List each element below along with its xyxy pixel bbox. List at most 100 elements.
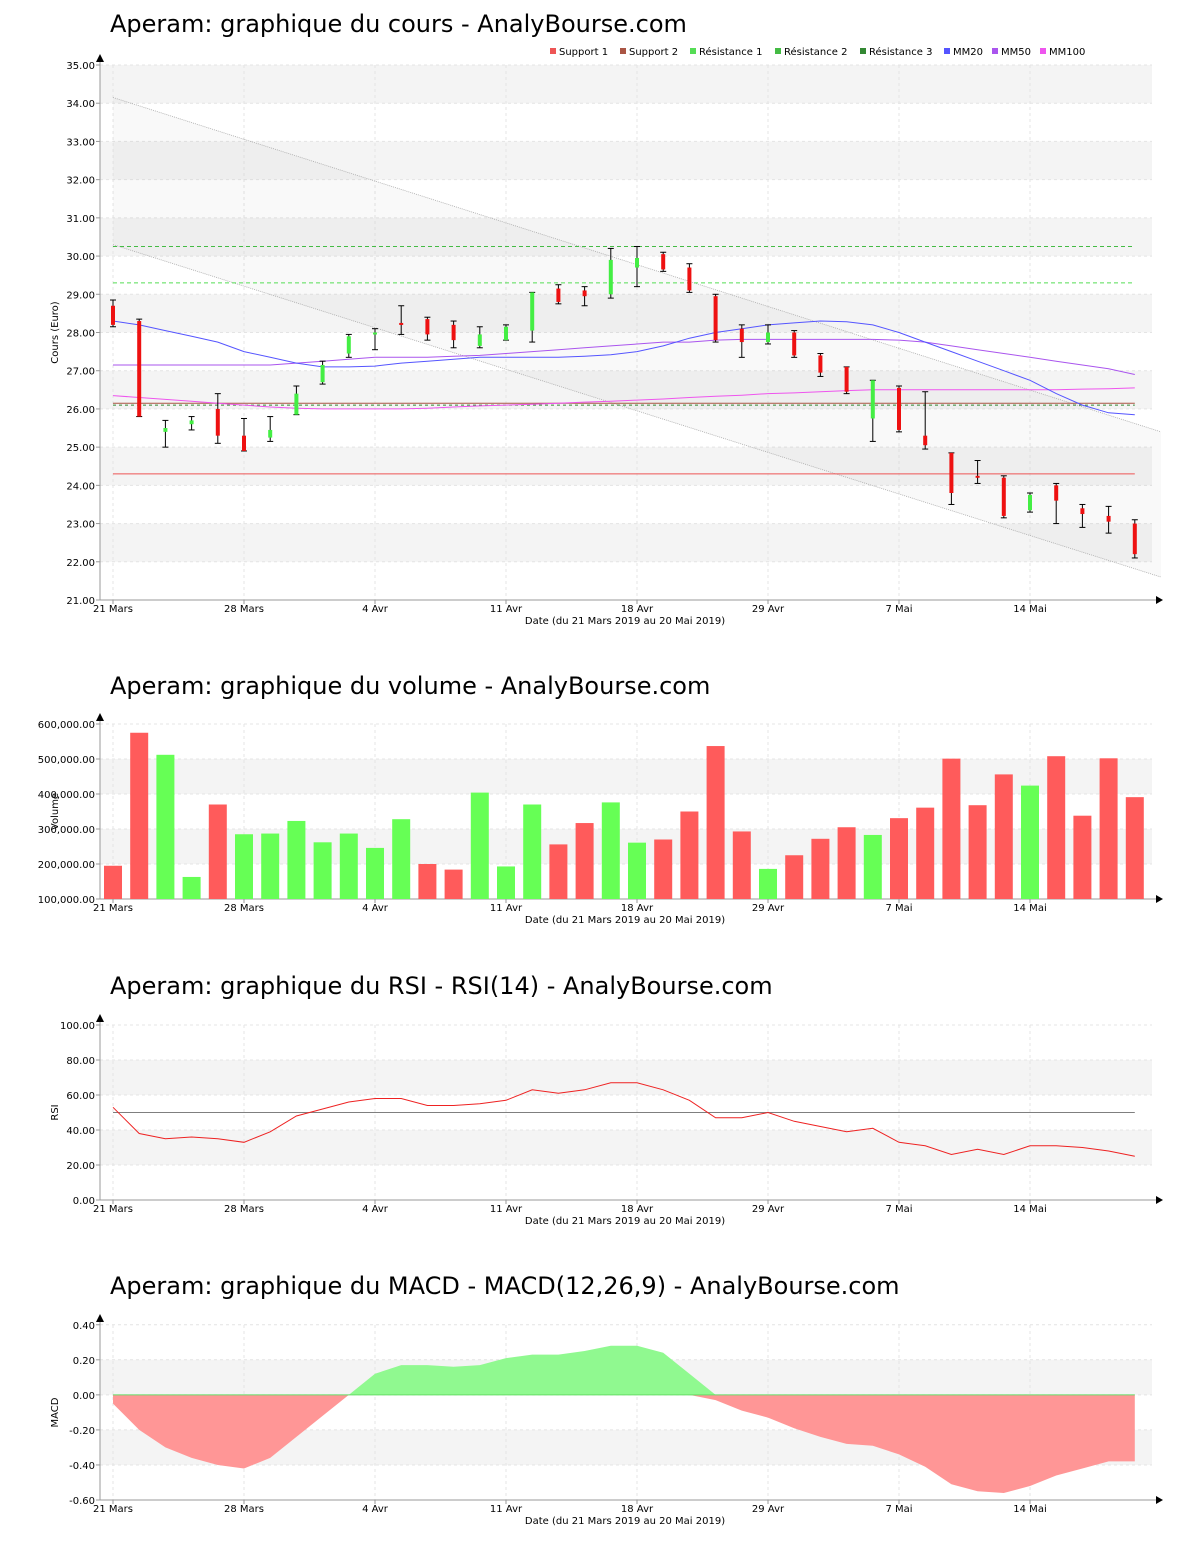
x-axis-title: Date (du 21 Mars 2019 au 20 Mai 2019) <box>525 915 725 926</box>
x-axis-arrow <box>1156 1496 1163 1504</box>
candle-body <box>975 475 980 478</box>
x-tick-label: 18 Avr <box>621 1204 654 1215</box>
volume-bar <box>497 866 515 899</box>
volume-bar <box>1047 756 1066 899</box>
y-tick-label: 200,000.00 <box>38 860 95 871</box>
y-axis-title: MACD <box>50 1397 61 1427</box>
x-tick-label: 14 Mai <box>1013 1504 1046 1515</box>
x-tick-label: 29 Avr <box>752 1504 785 1515</box>
x-tick-label: 21 Mars <box>93 604 133 615</box>
volume-bar <box>470 792 489 899</box>
candle-body <box>320 364 325 383</box>
grid-band <box>100 1359 1152 1395</box>
legend-swatch <box>775 48 781 54</box>
volume-bar <box>916 807 935 899</box>
volume-bar <box>208 804 227 899</box>
y-axis-arrow <box>96 1314 104 1322</box>
x-tick-label: 28 Mars <box>224 1504 264 1515</box>
legend-swatch <box>992 48 998 54</box>
legend-label: MM100 <box>1049 47 1085 58</box>
candle-body <box>268 429 273 438</box>
y-tick-label: 35.00 <box>66 61 95 72</box>
legend-label: Support 2 <box>629 47 678 58</box>
candle-body <box>294 393 299 415</box>
y-axis-title: Cours (Euro) <box>50 301 61 364</box>
volume-bar <box>156 754 175 899</box>
legend-swatch <box>690 48 696 54</box>
candle-body <box>111 305 115 325</box>
candle-body <box>897 387 901 430</box>
x-tick-label: 7 Mai <box>885 903 912 914</box>
legend-label: Résistance 2 <box>784 46 847 58</box>
candle-body <box>373 332 377 335</box>
x-tick-label: 4 Avr <box>362 903 389 914</box>
y-tick-label: 34.00 <box>66 99 95 110</box>
volume-bar <box>549 844 568 899</box>
volume-bar <box>732 831 751 899</box>
x-tick-label: 28 Mars <box>224 903 264 914</box>
x-tick-label: 11 Avr <box>490 1204 523 1215</box>
y-tick-label: 23.00 <box>66 520 95 531</box>
x-tick-label: 14 Mai <box>1013 903 1046 914</box>
x-axis-arrow <box>1156 895 1163 903</box>
y-tick-label: 0.00 <box>73 1196 95 1207</box>
y-tick-label: 0.20 <box>73 1356 95 1367</box>
volume-bar <box>680 811 699 899</box>
x-tick-label: 14 Mai <box>1013 1204 1046 1215</box>
grid-band <box>100 65 1152 104</box>
y-tick-label: 22.00 <box>66 558 95 569</box>
x-tick-label: 29 Avr <box>752 903 785 914</box>
candle-body <box>635 257 639 268</box>
trend-line-lower <box>112 244 1162 578</box>
candle-body <box>1106 515 1111 522</box>
y-tick-label: 0.00 <box>73 1391 95 1402</box>
x-tick-label: 21 Mars <box>93 903 133 914</box>
x-tick-label: 18 Avr <box>621 1504 654 1515</box>
volume-bar <box>235 834 253 899</box>
candle-body <box>477 334 482 346</box>
candle-body <box>215 408 220 436</box>
volume-bar <box>575 823 594 899</box>
candle-body <box>346 336 351 354</box>
volume-bar <box>1099 758 1118 899</box>
y-tick-label: -0.20 <box>69 1426 95 1437</box>
legend-label: Résistance 1 <box>699 46 762 58</box>
mm50-line <box>113 338 1135 375</box>
y-tick-label: 21.00 <box>66 596 95 607</box>
y-axis-arrow <box>96 713 104 721</box>
price-chart: 21.00 22.00 23.00 24.00 25.00 26.00 27.00 28.00… <box>50 46 1163 627</box>
x-tick-label: 11 Avr <box>490 604 523 615</box>
price-chart-title: Aperam: graphique du cours - AnalyBourse… <box>110 10 687 38</box>
grid-band <box>100 523 1152 562</box>
mm20-line <box>112 320 1135 416</box>
y-tick-label: 500,000.00 <box>38 755 95 766</box>
volume-bar <box>392 819 411 899</box>
x-tick-label: 21 Mars <box>93 1204 133 1215</box>
candle-body <box>923 435 928 446</box>
volume-bar <box>1125 797 1144 899</box>
volume-bar <box>1073 815 1092 899</box>
x-tick-label: 7 Mai <box>885 1204 912 1215</box>
y-tick-label: 100,000.00 <box>38 895 95 906</box>
y-tick-label: 26.00 <box>66 405 95 416</box>
y-tick-label: 40.00 <box>66 1126 95 1137</box>
x-tick-label: 7 Mai <box>885 604 912 615</box>
candle-body <box>687 267 692 291</box>
volume-bar <box>968 805 987 899</box>
x-tick-label: 11 Avr <box>490 903 523 914</box>
x-tick-label: 4 Avr <box>362 1204 389 1215</box>
candle-body <box>582 290 587 297</box>
volume-chart-title: Aperam: graphique du volume - AnalyBours… <box>110 672 711 700</box>
volume-bar <box>811 838 830 899</box>
price-panel: Aperam: graphique du cours - AnalyBourse… <box>0 0 1200 640</box>
volume-bar <box>890 818 908 899</box>
volume-bar <box>759 868 777 899</box>
candle-body <box>1080 508 1085 515</box>
volume-bar <box>366 847 384 899</box>
volume-bar <box>444 869 463 899</box>
macd-chart-title: Aperam: graphique du MACD - MACD(12,26,9… <box>110 1272 900 1300</box>
x-axis-arrow <box>1156 596 1163 604</box>
x-tick-label: 29 Avr <box>752 604 785 615</box>
volume-bar <box>785 855 804 899</box>
candle-body <box>661 254 666 270</box>
